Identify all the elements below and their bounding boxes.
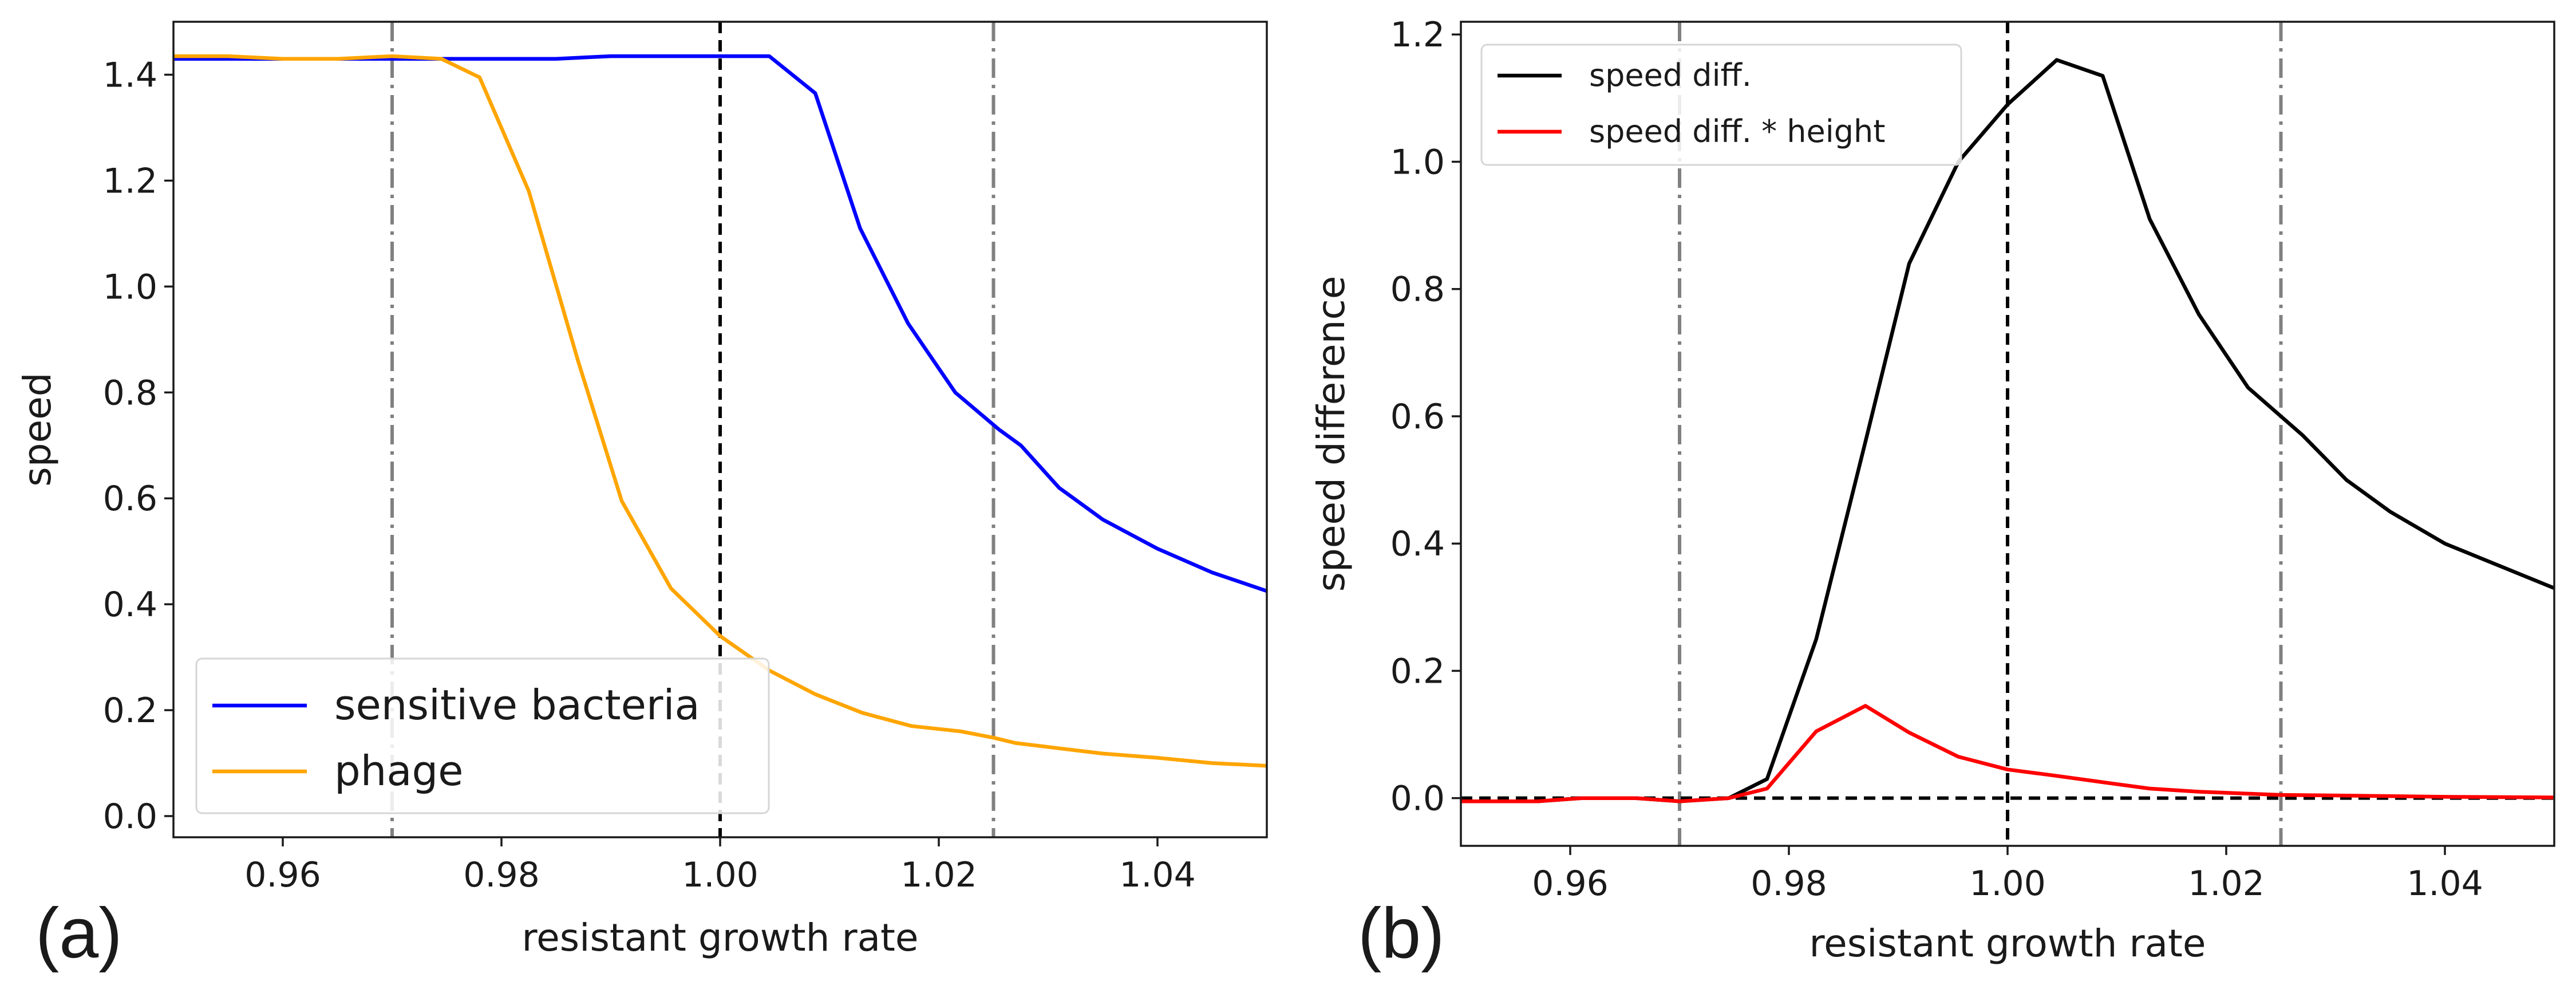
y-tick-label: 0.8	[1390, 270, 1445, 310]
y-axis-label: speed difference	[1309, 276, 1353, 592]
x-tick-label: 1.04	[1119, 855, 1196, 895]
legend: sensitive bacteria phage	[195, 657, 770, 814]
legend-entry-label: speed diff.	[1589, 57, 1752, 93]
legend-entry-label: speed diff. * height	[1589, 113, 1885, 149]
y-tick-label: 1.2	[1390, 15, 1445, 55]
y-axis-label: speed	[15, 372, 60, 486]
y-tick-label: 1.4	[103, 55, 157, 95]
y-tick-label: 1.2	[103, 161, 157, 201]
y-tick-label: 0.6	[1390, 397, 1445, 437]
y-tick-label: 0.8	[103, 373, 157, 413]
x-tick-label: 1.02	[2188, 864, 2265, 904]
legend-entry-label: sensitive bacteria	[334, 681, 700, 729]
x-axis-label: resistant growth rate	[521, 916, 918, 960]
x-tick-label: 0.98	[1751, 864, 1827, 904]
legend-box	[1480, 44, 1962, 166]
y-tick-label: 1.0	[103, 267, 157, 307]
legend-box	[195, 657, 770, 814]
y-tick-label: 0.0	[1390, 779, 1445, 819]
y-tick-label: 0.6	[103, 479, 157, 519]
x-tick-label: 1.02	[900, 855, 977, 895]
panel-label: (b)	[1358, 894, 1445, 973]
x-tick-label: 1.00	[682, 855, 758, 895]
legend: speed diff. speed diff. * height	[1480, 44, 1962, 166]
chart-panel-a: 0.96 0.98 1.00 1.02 1.04 0.0 0.2 0.4 0.6 0.8 1.0 1.…	[15, 21, 1268, 973]
y-tick-label: 0.2	[103, 691, 157, 731]
x-tick-label: 0.96	[1532, 864, 1609, 904]
y-tick-label: 0.4	[103, 585, 157, 625]
y-tick-label: 0.4	[1390, 524, 1445, 564]
x-tick-label: 0.98	[463, 855, 540, 895]
y-tick-label: 0.2	[1390, 651, 1445, 691]
series-line	[1461, 704, 2554, 803]
x-tick-label: 0.96	[244, 855, 321, 895]
x-tick-label: 1.04	[2407, 864, 2483, 904]
x-axis-label: resistant growth rate	[1809, 921, 2206, 966]
chart-panel-b: 0.96 0.98 1.00 1.02 1.04 0.0 0.2 0.4 0.6 0.8 1.0 1.…	[1309, 15, 2555, 973]
legend-entry-label: phage	[334, 747, 463, 795]
y-tick-label: 0.0	[103, 797, 157, 837]
panel-label: (a)	[35, 894, 123, 973]
series-line	[173, 54, 1267, 768]
x-tick-label: 1.00	[1969, 864, 2046, 904]
y-tick-label: 1.0	[1390, 142, 1445, 182]
